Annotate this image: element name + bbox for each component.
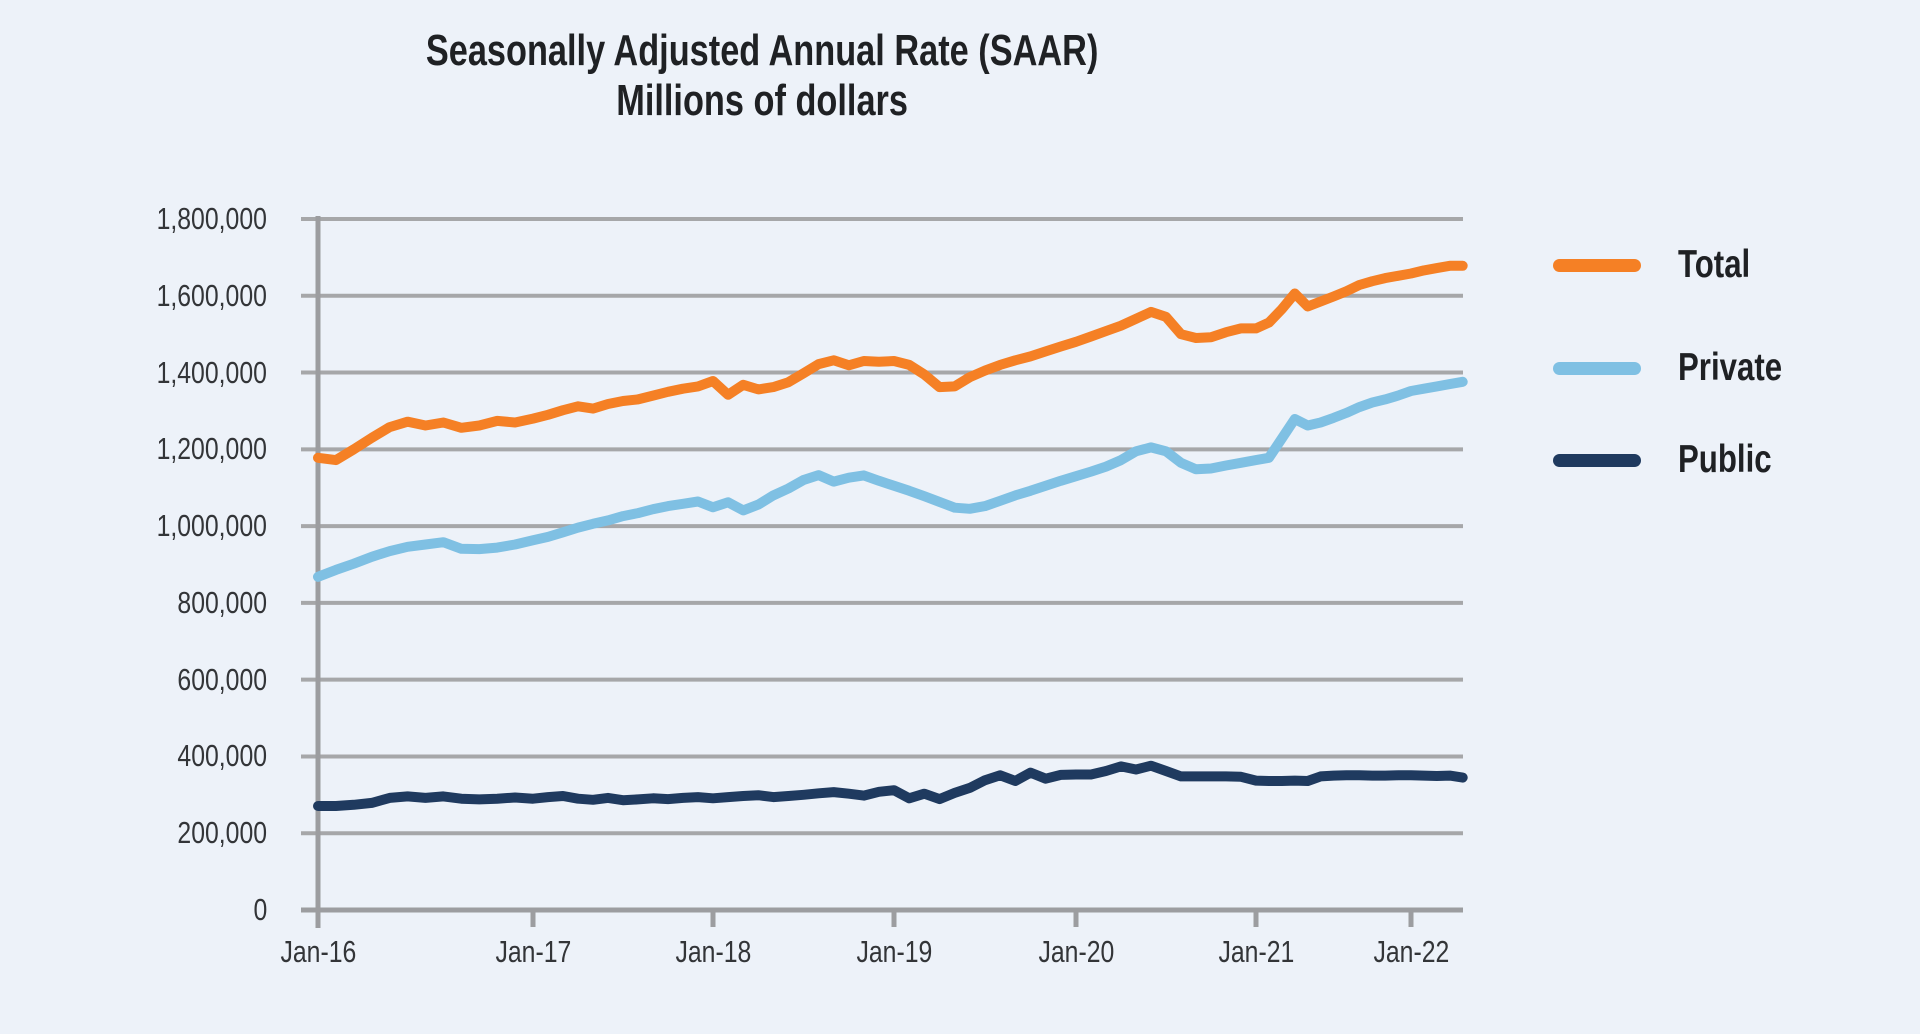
y-axis-label: 200,000 <box>177 815 267 851</box>
x-axis-label: Jan-16 <box>280 934 356 969</box>
legend-label-total: Total <box>1678 243 1751 286</box>
y-axis-label: 1,400,000 <box>156 354 267 390</box>
y-axis-label: 1,600,000 <box>156 277 267 313</box>
series-line-total <box>313 260 1468 466</box>
x-axis-label: Jan-17 <box>495 934 571 969</box>
legend-label-public: Public <box>1678 438 1772 481</box>
legend-label-private: Private <box>1678 346 1783 389</box>
y-axis-label: 1,200,000 <box>156 431 267 467</box>
x-axis-label: Jan-22 <box>1373 934 1449 969</box>
chart-title-line2: Millions of dollars <box>616 76 908 125</box>
x-axis-label: Jan-21 <box>1218 934 1294 969</box>
legend-item-public: Public <box>1553 438 1795 482</box>
legend-item-total: Total <box>1553 243 1768 287</box>
series-line-public <box>313 760 1468 811</box>
y-axis-label: 1,000,000 <box>156 508 267 544</box>
y-axis-label: 0 <box>253 892 267 927</box>
x-axis-label: Jan-18 <box>675 934 751 969</box>
chart-title: Seasonally Adjusted Annual Rate (SAAR) M… <box>0 26 1524 126</box>
y-axis-label: 600,000 <box>177 661 267 697</box>
legend-swatch-private <box>1553 361 1641 375</box>
chart-title-line1: Seasonally Adjusted Annual Rate (SAAR) <box>425 26 1099 75</box>
y-axis-label: 400,000 <box>177 738 267 774</box>
legend-swatch-total <box>1553 258 1641 272</box>
x-axis-label: Jan-20 <box>1038 934 1114 969</box>
x-axis-label: Jan-19 <box>856 934 932 969</box>
y-axis-label: 800,000 <box>177 584 267 620</box>
legend-item-private: Private <box>1553 346 1808 390</box>
series-line-private <box>313 376 1468 582</box>
y-axis-label: 1,800,000 <box>156 201 267 236</box>
legend-swatch-public <box>1553 453 1641 467</box>
